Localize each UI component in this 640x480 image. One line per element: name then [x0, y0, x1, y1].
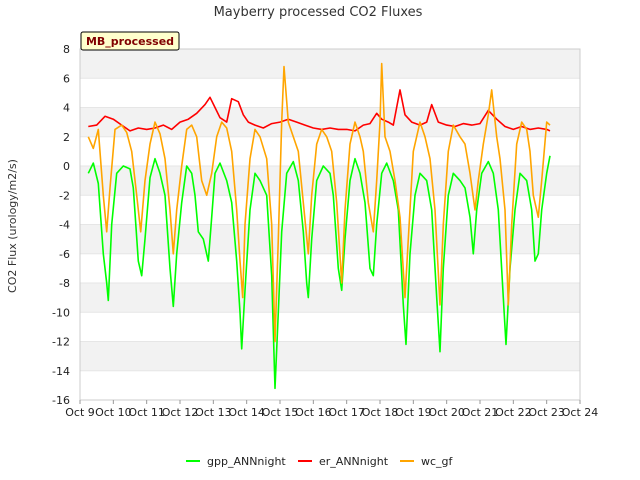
y-tick-label: -12 — [52, 336, 70, 349]
x-tick-label: Oct 14 — [228, 406, 265, 419]
mb-processed-tag: MB_processed — [80, 31, 180, 51]
grid-band — [80, 224, 580, 254]
x-tick-label: Oct 21 — [462, 406, 499, 419]
series-line-gpp_ANNnight — [87, 155, 551, 390]
x-tick-label: Oct 12 — [162, 406, 199, 419]
plot-bands — [80, 49, 580, 371]
grid-band — [80, 166, 580, 196]
y-tick-label: 8 — [63, 43, 70, 56]
plot-frame — [79, 48, 581, 401]
x-tick-label: Oct 10 — [95, 406, 132, 419]
y-tick-label: -8 — [59, 277, 70, 290]
grid-band — [80, 341, 580, 371]
grid-band — [80, 49, 580, 79]
x-tick-label: Oct 24 — [562, 406, 599, 419]
x-tick-label: Oct 18 — [362, 406, 399, 419]
legend: gpp_ANNnight er_ANNnight wc_gf — [186, 455, 454, 468]
x-tick-label: Oct 23 — [528, 406, 565, 419]
y-tick-label: -2 — [59, 189, 70, 202]
tag-box — [80, 31, 180, 51]
y-axis-ticks: 8 6 4 2 0 -2 -4 -6 -8 -10 -12 -14 -16 — [52, 43, 70, 407]
y-tick-label: -14 — [52, 365, 70, 378]
x-tick-label: Oct 20 — [428, 406, 465, 419]
x-tick-label: Oct 22 — [495, 406, 532, 419]
tag-label: MB_processed — [86, 35, 174, 48]
data-series — [87, 62, 551, 390]
x-tick-label: Oct 13 — [195, 406, 232, 419]
y-tick-label: 2 — [63, 131, 70, 144]
y-tick-label: -6 — [59, 248, 70, 261]
x-tick-label: Oct 16 — [295, 406, 332, 419]
series-line-wc_gf — [87, 62, 551, 343]
chart-title: Mayberry processed CO2 Fluxes — [214, 5, 423, 20]
x-tick-label: Oct 11 — [128, 406, 165, 419]
legend-label-wc_gf: wc_gf — [421, 455, 454, 468]
grid-band — [80, 283, 580, 313]
legend-label-gpp_ANNnight: gpp_ANNnight — [207, 455, 286, 468]
x-tick-label: Oct 15 — [262, 406, 299, 419]
y-tick-label: -10 — [52, 306, 70, 319]
y-tick-label: 6 — [63, 72, 70, 85]
y-tick-label: 4 — [63, 102, 70, 115]
x-tick-label: Oct 17 — [328, 406, 365, 419]
x-tick-label: Oct 19 — [395, 406, 432, 419]
legend-label-er_ANNnight: er_ANNnight — [319, 455, 389, 468]
y-tick-label: -16 — [52, 394, 70, 407]
y-tick-label: 0 — [63, 160, 70, 173]
y-tick-label: -4 — [59, 219, 70, 232]
y-axis-label: CO2 Flux (urology/m2/s) — [6, 159, 19, 293]
x-tick-label: Oct 9 — [65, 406, 95, 419]
